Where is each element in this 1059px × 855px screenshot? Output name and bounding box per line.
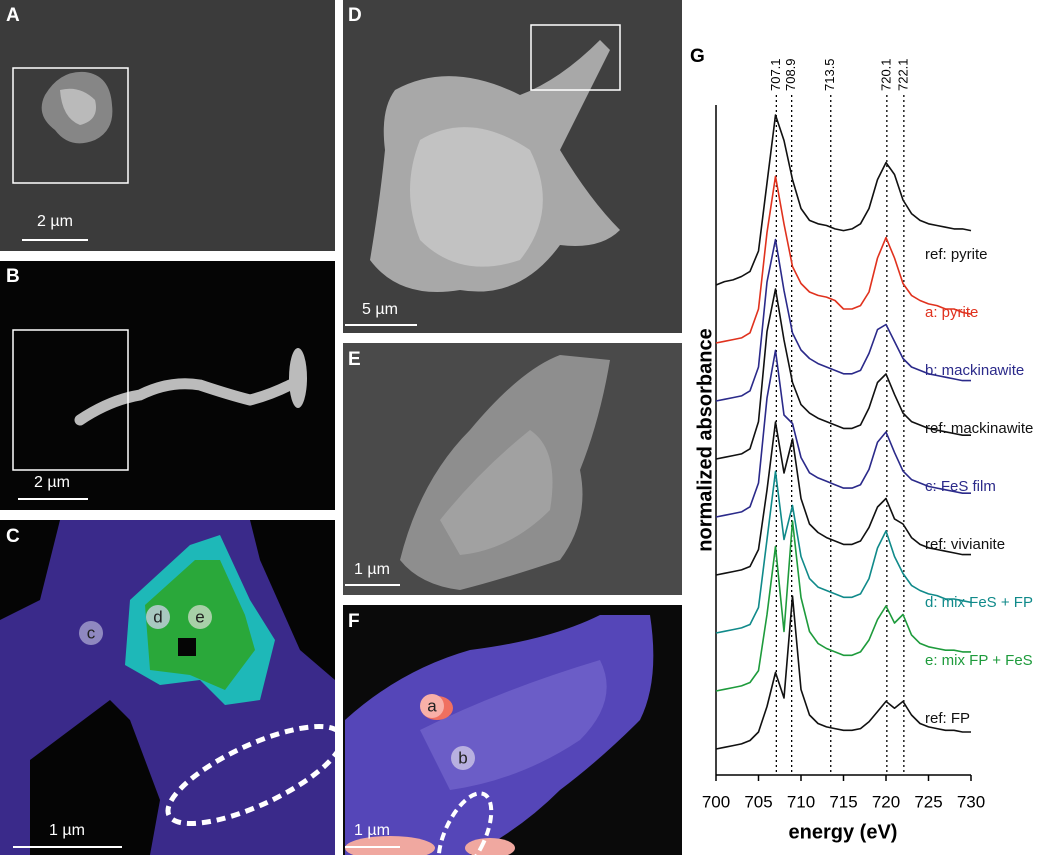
panel-e: E 1 µm: [343, 343, 682, 595]
panel-letter: E: [348, 349, 361, 370]
background: [0, 680, 160, 855]
outline: [165, 724, 345, 826]
x-tick-label: 710: [787, 792, 815, 811]
point: [420, 694, 444, 718]
particle: [440, 430, 553, 555]
spectrum: [715, 238, 971, 402]
reference-label: 708.9: [783, 58, 798, 91]
scale-bar-label: 1 µm: [354, 822, 390, 839]
spectrum: [715, 421, 971, 576]
reference-label: 722.1: [895, 58, 910, 91]
panel-letter: A: [6, 5, 20, 26]
spectrum: [715, 349, 971, 518]
hotspot: [345, 836, 435, 855]
point-label: b: [458, 748, 467, 767]
point-label: c: [87, 623, 96, 642]
spectrum: [715, 288, 971, 460]
panel-b: B 2 µm: [0, 261, 335, 510]
y-axis-label: normalized absorbance: [694, 328, 716, 551]
series-label: ref: vivianite: [925, 536, 1005, 553]
panel-letter: B: [6, 266, 20, 287]
panel-d: D 5 µm: [343, 0, 682, 333]
outline: [436, 791, 494, 855]
x-axis-label: energy (eV): [789, 821, 898, 843]
particle: [60, 88, 96, 125]
spectrum: [715, 520, 971, 692]
spectrum: [715, 595, 971, 750]
spectrum: [715, 470, 972, 634]
x-tick-label: 725: [914, 792, 942, 811]
background: [0, 520, 60, 620]
panel-letter: C: [6, 526, 20, 547]
series-label: c: FeS film: [925, 478, 996, 495]
series-label: ref: pyrite: [925, 246, 988, 263]
point: [79, 621, 103, 645]
point: [451, 746, 475, 770]
scale-bar-label: 1 µm: [354, 561, 390, 578]
filament: [74, 378, 296, 426]
point-label: d: [153, 607, 162, 626]
filament: [289, 348, 307, 408]
x-tick-label: 730: [957, 792, 985, 811]
panel-letter: G: [690, 46, 705, 67]
point: [188, 605, 212, 629]
reference-label: 720.1: [878, 58, 893, 91]
scale-bar-label: 2 µm: [34, 474, 70, 491]
series-label: e: mix FP + FeS: [925, 652, 1033, 669]
point-label: e: [195, 607, 204, 626]
particle: [410, 127, 543, 267]
scale-bar-label: 2 µm: [37, 213, 73, 230]
scale-bar-label: 1 µm: [49, 822, 85, 839]
point: [146, 605, 170, 629]
x-tick-label: 715: [829, 792, 857, 811]
spectra-chart: G normalized absorbance energy (eV) 700 7…: [690, 46, 1033, 843]
hotspot: [465, 838, 515, 855]
reference-label: 713.5: [822, 58, 837, 91]
hole: [178, 638, 196, 656]
background: [250, 520, 335, 680]
x-tick-label: 720: [872, 792, 900, 811]
inset-box: [530, 24, 621, 91]
spectrum: [715, 175, 972, 344]
x-tick-label: 700: [702, 792, 730, 811]
series-label: ref: FP: [925, 710, 970, 727]
panel-c: c d e C 1 µm: [0, 520, 345, 855]
inset-box: [12, 329, 129, 471]
spectrum: [715, 114, 972, 286]
reference-label: 707.1: [768, 58, 783, 91]
scale-bar-label: 5 µm: [362, 301, 398, 318]
series-label: ref: mackinawite: [925, 420, 1033, 437]
series-label: b: mackinawite: [925, 362, 1024, 379]
inset-box: [12, 67, 129, 184]
panel-f: a b F 1 µm: [343, 605, 682, 855]
series-label: d: mix FeS + FP: [925, 594, 1033, 611]
series-label: a: pyrite: [925, 304, 978, 321]
panel-letter: F: [348, 611, 360, 632]
panel-letter: D: [348, 5, 362, 26]
point-label: a: [427, 696, 437, 715]
x-tick-label: 705: [744, 792, 772, 811]
panel-a: A 2 µm: [0, 0, 335, 251]
